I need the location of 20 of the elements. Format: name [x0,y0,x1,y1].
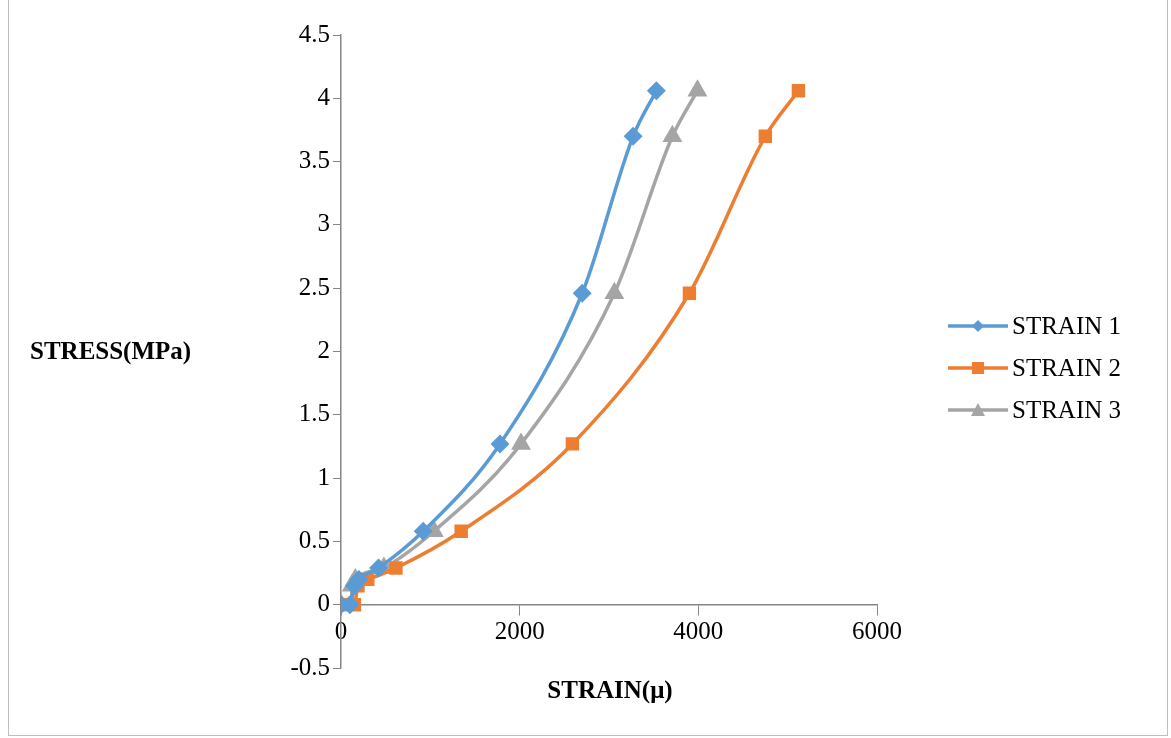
y-tick-label: 1 [317,462,330,490]
y-tick-label: 4 [317,82,331,110]
x-tick-label: 4000 [673,617,724,645]
legend-label: STRAIN 2 [1012,354,1122,382]
y-tick-label: 3 [317,209,330,237]
y-axis-title: STRESS(MPa) [30,337,192,365]
y-tick-label: 4.5 [298,19,330,47]
y-tick-label: 1.5 [298,399,330,427]
x-tick-label: 6000 [852,617,902,645]
y-tick-label: 2 [317,336,330,364]
x-tick-label: 0 [334,617,348,645]
legend-label: STRAIN 3 [1012,396,1122,424]
x-tick-label: 2000 [494,617,545,645]
y-tick-label: 2.5 [298,272,330,300]
legend-label: STRAIN 1 [1012,312,1122,340]
y-tick-label: 0 [317,589,330,617]
x-axis-title: STRAIN(μ) [547,676,673,704]
y-tick-label: 0.5 [298,525,330,553]
y-tick-label: -0.5 [290,652,330,680]
y-tick-label: 3.5 [298,146,330,174]
